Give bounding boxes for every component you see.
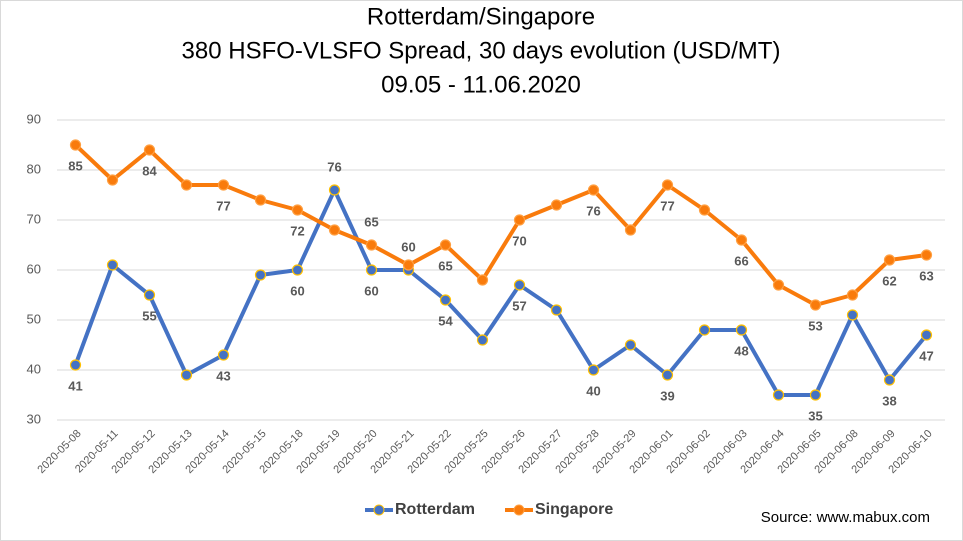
- point: [698, 204, 711, 216]
- data-label: 65: [364, 214, 378, 229]
- data-label: 55: [142, 308, 156, 323]
- point: [846, 289, 859, 301]
- y-tick-label: 80: [27, 161, 41, 176]
- point: [402, 259, 415, 271]
- point: [920, 329, 933, 341]
- data-label: 43: [216, 368, 230, 383]
- y-tick-label: 70: [27, 211, 41, 226]
- point: [809, 299, 822, 311]
- data-label: 38: [882, 393, 896, 408]
- data-label: 66: [734, 253, 748, 268]
- point: [439, 294, 452, 306]
- point: [143, 144, 156, 156]
- y-tick-label: 60: [27, 261, 41, 276]
- point: [328, 184, 341, 196]
- data-label: 53: [808, 318, 822, 333]
- point: [809, 389, 822, 401]
- source: Source: www.mabux.com: [761, 509, 930, 526]
- legend-label: Rotterdam: [395, 501, 475, 518]
- chart-subtitle: 380 HSFO-VLSFO Spread, 30 days evolution…: [182, 37, 781, 64]
- point: [291, 264, 304, 276]
- point: [624, 224, 637, 236]
- data-label: 70: [512, 233, 526, 248]
- data-label: 84: [142, 163, 157, 178]
- data-label: 60: [290, 283, 304, 298]
- point: [587, 364, 600, 376]
- point: [106, 259, 119, 271]
- point: [883, 254, 896, 266]
- point: [772, 279, 785, 291]
- data-label: 62: [882, 273, 896, 288]
- y-tick-label: 50: [27, 311, 41, 326]
- data-label: 77: [216, 198, 230, 213]
- point: [661, 369, 674, 381]
- y-tick-label: 90: [27, 111, 41, 126]
- point: [513, 214, 526, 226]
- y-tick-label: 40: [27, 361, 41, 376]
- point: [883, 374, 896, 386]
- point: [920, 249, 933, 261]
- point: [476, 334, 489, 346]
- legend-marker: [513, 504, 525, 516]
- point: [143, 289, 156, 301]
- series-line: [73, 188, 929, 397]
- data-label: 85: [68, 158, 82, 173]
- point: [69, 139, 82, 151]
- point: [661, 179, 674, 191]
- point: [698, 324, 711, 336]
- y-tick-label: 30: [27, 411, 41, 426]
- data-label: 65: [438, 258, 452, 273]
- point: [254, 269, 267, 281]
- point: [846, 309, 859, 321]
- data-label: 72: [290, 223, 304, 238]
- point: [106, 174, 119, 186]
- chart-period: 09.05 - 11.06.2020: [381, 71, 581, 98]
- point: [513, 279, 526, 291]
- data-label: 40: [586, 383, 600, 398]
- data-label: 39: [660, 388, 674, 403]
- point: [587, 184, 600, 196]
- data-label: 48: [734, 343, 748, 358]
- point: [550, 199, 563, 211]
- point: [624, 339, 637, 351]
- series-line: [74, 143, 927, 307]
- point: [550, 304, 563, 316]
- point: [254, 194, 267, 206]
- data-label: 35: [808, 408, 822, 423]
- data-label: 57: [512, 298, 526, 313]
- point: [69, 359, 82, 371]
- data-label: 76: [586, 203, 600, 218]
- point: [735, 324, 748, 336]
- data-label: 47: [919, 348, 933, 363]
- legend-marker: [373, 504, 385, 516]
- point: [772, 389, 785, 401]
- point: [180, 179, 193, 191]
- data-label: 60: [401, 239, 415, 254]
- data-label: 76: [327, 159, 341, 174]
- data-label: 54: [438, 313, 453, 328]
- data-label: 63: [919, 268, 933, 283]
- point: [365, 239, 378, 251]
- point: [328, 224, 341, 236]
- point: [291, 204, 304, 216]
- point: [217, 179, 230, 191]
- point: [476, 274, 489, 286]
- data-label: 60: [364, 283, 378, 298]
- point: [735, 234, 748, 246]
- point: [217, 349, 230, 361]
- point: [180, 369, 193, 381]
- point: [439, 239, 452, 251]
- data-label: 41: [68, 378, 82, 393]
- legend-label: Singapore: [535, 501, 613, 518]
- chart-title: Rotterdam/Singapore: [367, 3, 595, 30]
- data-label: 77: [660, 198, 674, 213]
- point: [365, 264, 378, 276]
